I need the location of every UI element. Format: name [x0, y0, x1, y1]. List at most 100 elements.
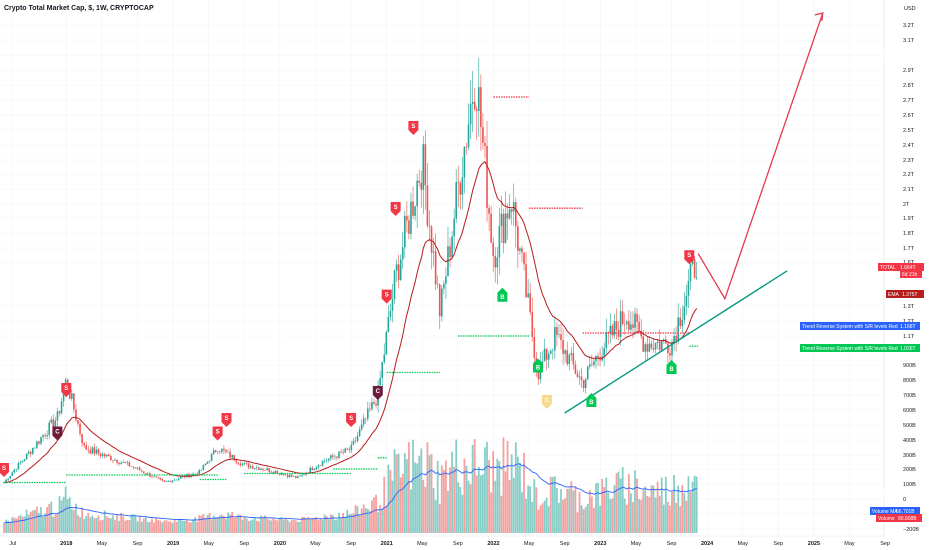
y-tick-label: 2.6T — [903, 113, 915, 119]
volume-bar — [405, 459, 408, 533]
candle-body — [447, 246, 449, 277]
volume-bar — [465, 465, 468, 533]
signal-sell[interactable]: S — [212, 426, 223, 441]
volume-bar — [114, 519, 116, 533]
y-tick-label: 900B — [903, 363, 916, 369]
candle-body — [660, 341, 663, 351]
candle-body — [344, 448, 347, 453]
candle-body — [336, 456, 338, 458]
signal-sell[interactable]: S — [0, 463, 9, 477]
svg-text:EMA: EMA — [888, 292, 900, 298]
volume-bar — [482, 474, 484, 533]
volume-bar — [294, 520, 297, 533]
candle-body — [399, 259, 402, 281]
signal-sell[interactable]: S — [346, 413, 357, 427]
y-tick-label: 1.1T — [903, 334, 915, 340]
volume-bar — [662, 504, 665, 533]
volume-bar — [646, 495, 649, 533]
candle-body — [313, 468, 316, 471]
signal-buy[interactable]: B — [497, 287, 508, 302]
candle-body — [646, 344, 649, 352]
volume-bar — [457, 482, 460, 533]
candle-body — [175, 479, 178, 481]
volume-bar — [498, 460, 501, 533]
volume-bar — [667, 501, 669, 533]
volume-bar — [654, 497, 657, 533]
volume-bar — [574, 487, 577, 533]
signal-close[interactable]: C — [52, 426, 63, 441]
volume-bar — [595, 483, 597, 533]
volume-bar — [681, 485, 684, 533]
volume-bar — [40, 507, 42, 533]
volume-bar — [644, 486, 647, 533]
candle-body — [560, 334, 562, 341]
volume-bar — [171, 522, 174, 533]
volume-bar — [642, 490, 645, 533]
candle-body — [478, 87, 480, 111]
x-tick-label: May — [631, 541, 642, 547]
volume-bar — [21, 516, 24, 533]
y-tick-label: 600B — [903, 408, 916, 414]
signal-sell[interactable]: S — [408, 121, 419, 135]
y-tick-label: 2.8T — [903, 83, 915, 89]
volume-bar — [272, 518, 275, 533]
volume-bar — [664, 476, 667, 533]
candle-body — [586, 366, 589, 380]
volume-bar — [447, 491, 449, 533]
volume-bar — [613, 485, 616, 533]
candle-body — [138, 467, 141, 471]
candle-body — [652, 347, 655, 350]
candle-body — [272, 472, 275, 474]
volume-bar — [313, 518, 316, 533]
volume-bar — [558, 502, 560, 533]
signal-close[interactable]: C — [372, 386, 383, 400]
volume-bar — [210, 519, 213, 533]
candle-body — [576, 373, 579, 378]
volume-bar — [656, 481, 659, 533]
volume-bar — [539, 505, 542, 533]
candle-body — [219, 451, 221, 453]
signal-sell[interactable]: S — [381, 289, 392, 304]
signal-sell[interactable]: S — [221, 413, 232, 427]
volume-bar — [157, 519, 160, 533]
candle-body — [282, 474, 285, 476]
volume-bar — [208, 513, 211, 533]
candle-body — [40, 437, 42, 444]
candle-body — [46, 435, 48, 437]
y-tick-label: 2.7T — [903, 98, 915, 104]
candle-body — [253, 468, 256, 469]
candle-body — [34, 447, 36, 449]
signal-buy[interactable]: B — [586, 393, 597, 407]
signal-sell[interactable]: S — [390, 202, 401, 216]
candle-body — [196, 473, 199, 475]
projection-arrowhead — [814, 12, 824, 22]
volume-bar — [572, 490, 575, 533]
y-tick-label: 1.9T — [903, 216, 915, 222]
volume-bar — [362, 504, 365, 533]
y-tick-label: 0 — [903, 497, 906, 503]
volume-bar — [262, 516, 264, 533]
volume-bar — [231, 511, 234, 533]
volume-bar — [638, 499, 641, 533]
volume-bar — [97, 515, 100, 533]
signal-buy[interactable]: B — [666, 360, 677, 374]
candle-body — [443, 283, 445, 289]
volume-bar — [494, 480, 497, 533]
signal-sell[interactable]: S — [684, 250, 695, 265]
signal-c_yellow[interactable]: C — [541, 395, 552, 409]
volume-bar — [537, 509, 540, 533]
volume-bar — [58, 496, 61, 533]
candle-body — [572, 353, 575, 365]
candle-body — [136, 467, 139, 469]
volume-bar — [101, 519, 104, 533]
volume-bar — [535, 487, 538, 533]
signal-sell[interactable]: S — [61, 383, 72, 397]
candle-body — [128, 462, 131, 467]
candle-body — [609, 325, 612, 334]
candle-body — [642, 336, 645, 352]
support-resistance-levels — [4, 96, 699, 484]
ascending-trendline — [564, 270, 788, 414]
signal-buy[interactable]: B — [533, 358, 543, 373]
candle-body — [293, 476, 295, 477]
